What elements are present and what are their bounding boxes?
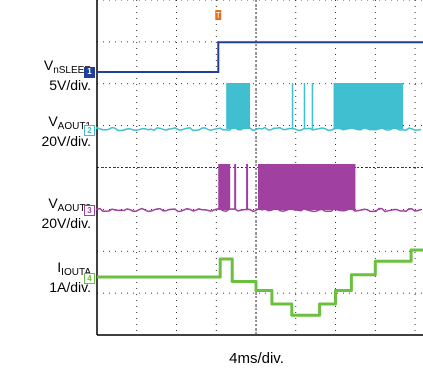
channel-3-burst bbox=[218, 164, 231, 210]
channel-4-label: IIOUTA 1A/div. bbox=[49, 260, 91, 295]
channel-2-scale: 20V/div. bbox=[41, 133, 91, 149]
channel-2-marker: 2 bbox=[84, 125, 95, 136]
channel-1-marker: 1 bbox=[84, 67, 95, 78]
channel-2-burst bbox=[226, 83, 251, 129]
channel-1-name: V bbox=[43, 57, 54, 73]
channel-4-scale: 1A/div. bbox=[49, 279, 91, 295]
channel-4-name: I bbox=[57, 259, 62, 275]
channel-4-sub: IOUTA bbox=[61, 267, 91, 278]
channel-3-burst bbox=[258, 164, 356, 210]
channel-3-trace bbox=[96, 207, 422, 213]
channel-2-burst bbox=[291, 83, 294, 129]
channel-2-sub: AOUT1 bbox=[57, 121, 91, 132]
channel-3-sub: AOUT2 bbox=[57, 203, 91, 214]
channel-2-label: VAOUT1 20V/div. bbox=[41, 114, 91, 149]
channel-3-burst bbox=[234, 164, 237, 210]
scope-markers: T bbox=[215, 10, 222, 20]
channel-2-name: V bbox=[48, 113, 58, 129]
scope-traces bbox=[96, 41, 423, 317]
channel-2-burst bbox=[311, 83, 314, 129]
time-scale-label: 4ms/div. bbox=[229, 350, 284, 367]
channel-1-sub: nSLEEP bbox=[53, 65, 91, 76]
channel-1-trace bbox=[97, 41, 423, 73]
trigger-marker bbox=[215, 10, 222, 20]
channel-4-marker: 4 bbox=[84, 273, 95, 284]
channel-3-burst bbox=[246, 164, 249, 210]
trigger-marker-label: T bbox=[216, 11, 221, 20]
channel-3-name: V bbox=[48, 195, 58, 211]
channel-1-label: VnSLEEP 5V/div. bbox=[44, 58, 91, 93]
channel-2-burst bbox=[303, 83, 306, 129]
channel-1-scale: 5V/div. bbox=[49, 77, 91, 93]
channel-2-burst bbox=[333, 83, 404, 129]
channel-4-trace bbox=[97, 248, 423, 317]
channel-3-scale: 20V/div. bbox=[41, 215, 91, 231]
channel-3-label: VAOUT2 20V/div. bbox=[41, 196, 91, 231]
channel-3-marker: 3 bbox=[84, 205, 95, 216]
